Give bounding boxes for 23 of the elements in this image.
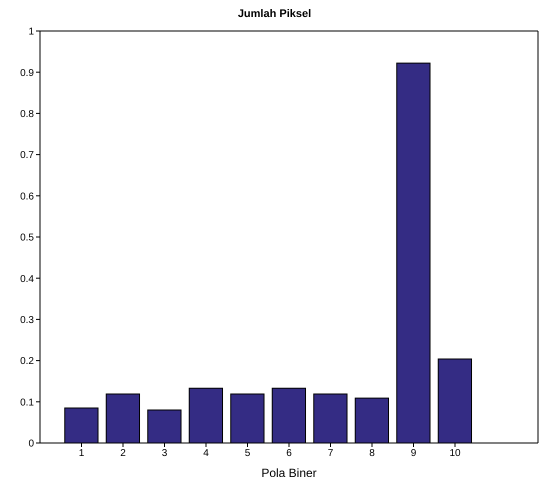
x-tick-label: 1 xyxy=(78,448,85,460)
y-tick-label: 0.9 xyxy=(20,68,34,79)
x-tick-label: 3 xyxy=(162,448,168,460)
y-tick-label: 0.6 xyxy=(20,191,34,202)
chart-title: Jumlah Piksel xyxy=(236,8,312,22)
x-axis-title: Pola Biner xyxy=(261,466,317,477)
x-tick-label: 2 xyxy=(120,448,126,460)
y-tick-label: 1 xyxy=(28,26,34,38)
y-tick-label: 0.8 xyxy=(20,108,34,120)
x-tick-label: 10 xyxy=(449,448,461,460)
y-tick-label: 0.7 xyxy=(20,150,34,162)
y-tick-label: 0.1 xyxy=(20,397,34,408)
x-tick-label: 5 xyxy=(244,448,251,460)
y-tick-label: 0 xyxy=(28,438,34,450)
y-tick-label: 0.2 xyxy=(20,356,34,368)
y-tick-label: 0.3 xyxy=(20,314,34,326)
x-tick-label: 4 xyxy=(203,448,210,460)
x-tick-label: 8 xyxy=(369,448,376,460)
x-tick-label: 9 xyxy=(410,448,417,460)
x-tick-label: 6 xyxy=(286,448,292,460)
x-tick-label: 7 xyxy=(328,448,334,460)
y-tick-label: 0.4 xyxy=(20,274,34,285)
y-tick-label: 0.5 xyxy=(20,232,34,244)
